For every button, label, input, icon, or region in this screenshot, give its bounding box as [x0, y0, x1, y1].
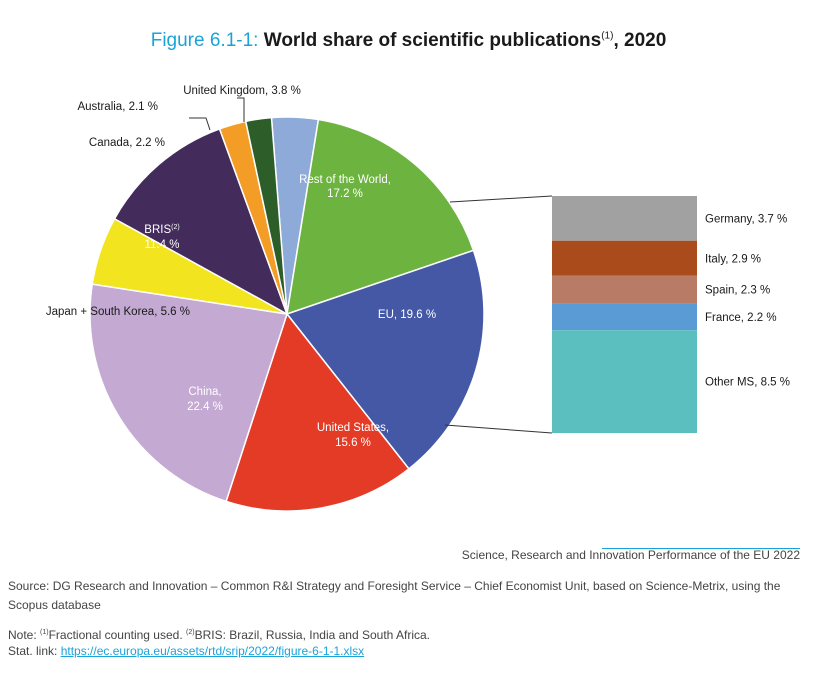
breakdown-segment-0: [552, 196, 697, 241]
breakdown-label-1: Italy, 2.9 %: [705, 253, 761, 265]
pie-slice-6: [113, 127, 289, 316]
label-canada: Canada, 2.2 %: [89, 137, 165, 149]
pie-slice-1: [286, 118, 475, 316]
source-note: Source: DG Research and Innovation – Com…: [8, 579, 781, 612]
label-rest-of-world: Rest of the World,: [299, 174, 391, 186]
label-rest-of-world-value: 17.2 %: [327, 188, 363, 200]
title-text: World share of scientific publications: [263, 30, 602, 51]
connector-line-bottom: [444, 424, 553, 434]
label-united-states-value: 15.6 %: [335, 437, 371, 449]
note-text-2: BRIS: Brazil, Russia, India and South Af…: [194, 628, 431, 642]
breakdown-segment-4: [552, 330, 697, 433]
label-bris: BRIS(2): [144, 224, 179, 236]
breakdown-label-4: Other MS, 8.5 %: [705, 377, 790, 389]
figure-label: Figure 6.1-1:: [150, 30, 259, 51]
leader-line-australia: [189, 117, 211, 131]
breakdown-label-3: France, 2.2 %: [705, 312, 777, 324]
label-eu: EU, 19.6 %: [378, 309, 436, 321]
title-year: , 2020: [613, 30, 667, 51]
label-bris-name: BRIS: [144, 224, 171, 236]
pie-chart: Germany, 3.7 % Italy, 2.9 % Spain, 2.3 % Fr…: [46, 85, 790, 512]
label-uk: United Kingdom, 3.8 %: [183, 85, 301, 97]
chart-title: Figure 6.1-1: World share of scientific …: [0, 30, 817, 52]
leader-line-uk: [237, 97, 245, 122]
eu-breakdown-bar: Germany, 3.7 % Italy, 2.9 % Spain, 2.3 % Fr…: [552, 196, 790, 433]
breakdown-label-0: Germany, 3.7 %: [705, 213, 787, 225]
pie-slice-3: [225, 312, 410, 512]
note-marker-1: (1): [40, 629, 49, 636]
label-china-value: 22.4 %: [187, 401, 223, 413]
stat-link-line: Stat. link: https://ec.europa.eu/assets/…: [8, 642, 364, 661]
label-australia: Australia, 2.1 %: [77, 101, 158, 113]
label-bris-value: 11.4 %: [145, 239, 180, 251]
publisher-line: Science, Research and Innovation Perform…: [461, 548, 800, 562]
connector-line-top: [449, 195, 553, 203]
pie-slice-2: [285, 249, 485, 470]
breakdown-segment-1: [552, 240, 697, 276]
label-united-states: United States,: [317, 422, 389, 434]
pie-slice-8: [244, 116, 288, 315]
label-japan-south-korea: Japan + South Korea, 5.6 %: [46, 306, 190, 318]
note-prefix: Note:: [8, 628, 41, 642]
pie-slices: [89, 116, 485, 512]
title-footnote-marker: (1): [601, 30, 614, 42]
breakdown-label-2: Spain, 2.3 %: [705, 285, 770, 297]
stat-link-label: Stat. link:: [8, 644, 61, 658]
stat-link[interactable]: https://ec.europa.eu/assets/rtd/srip/202…: [60, 644, 365, 658]
footnote: Note: (1)Fractional counting used. (2)BR…: [8, 623, 430, 645]
connector-lines: [189, 97, 553, 434]
publisher-rule: [602, 548, 800, 549]
label-bris-sup: (2): [171, 224, 180, 231]
breakdown-segment-3: [552, 303, 697, 331]
pie-slice-4: [89, 283, 288, 503]
breakdown-segment-2: [552, 275, 697, 304]
note-text-1: Fractional counting used.: [48, 628, 186, 642]
note-marker-2: (2): [186, 629, 195, 636]
label-china: China,: [188, 386, 221, 398]
